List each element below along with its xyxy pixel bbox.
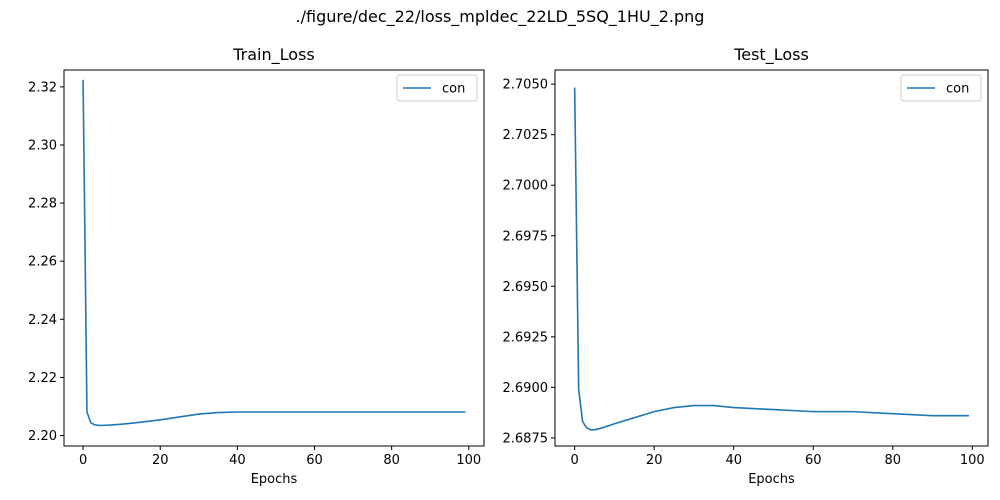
- train-loss-series-line-con: [82, 79, 466, 427]
- train-loss-ytick-label: 2.24: [28, 313, 57, 328]
- test-loss-ytick-label: 2.6875: [503, 431, 549, 446]
- test-loss-legend: con: [900, 74, 982, 102]
- test-loss-xtick-label: 100: [960, 453, 985, 468]
- train-loss-xtick-label: 60: [306, 453, 323, 468]
- train-loss-xtick-label: 100: [456, 453, 481, 468]
- train-loss-ytick-label: 2.28: [28, 197, 57, 212]
- train-loss-xtick-label: 20: [152, 453, 169, 468]
- test-loss-ytick-label: 2.7025: [503, 128, 549, 143]
- test-loss-ytick-label: 2.6975: [503, 229, 549, 244]
- train-loss-xtick-label: 0: [79, 453, 87, 468]
- test-loss-legend-box: [900, 74, 982, 102]
- train-loss-ytick-label: 2.30: [28, 138, 57, 153]
- train-loss-ytick-label: 2.32: [28, 80, 57, 95]
- test-loss-ytick-label: 2.7000: [503, 179, 549, 194]
- train-loss-xlabel: Epochs: [251, 472, 298, 487]
- test-loss-panel: Test_Loss 0 20 40 60 80 100 2.6875 2.6900 2.6925 2…: [503, 45, 989, 487]
- train-loss-xtick-label: 80: [383, 453, 400, 468]
- test-loss-ytick-label: 2.6925: [503, 330, 549, 345]
- test-loss-ytick-label: 2.6950: [503, 280, 549, 295]
- test-loss-axes-frame: [554, 69, 989, 447]
- train-loss-legend-box: [396, 74, 478, 102]
- train-loss-axes-frame: [63, 69, 485, 447]
- train-loss-xtick-label: 40: [229, 453, 246, 468]
- test-loss-xtick-label: 0: [571, 453, 579, 468]
- test-loss-ytick-label: 2.6900: [503, 381, 549, 396]
- train-loss-panel: Train_Loss 0 20 40 60 80 100 2.20 2.22 2.24 2.26 2.…: [28, 45, 485, 487]
- test-loss-xtick-label: 60: [805, 453, 822, 468]
- test-loss-series-line-con: [573, 87, 970, 431]
- test-loss-legend-label: con: [946, 82, 969, 97]
- train-loss-ytick-label: 2.26: [28, 255, 57, 270]
- test-loss-xtick-label: 40: [725, 453, 742, 468]
- train-loss-legend-label: con: [442, 82, 465, 97]
- train-loss-title: Train_Loss: [232, 45, 314, 65]
- test-loss-ytick-label: 2.7050: [503, 78, 549, 93]
- test-loss-xlabel: Epochs: [748, 472, 795, 487]
- test-loss-title: Test_Loss: [733, 45, 809, 65]
- train-loss-ytick-label: 2.22: [28, 371, 57, 386]
- train-loss-ytick-label: 2.20: [28, 429, 57, 444]
- test-loss-xtick-label: 80: [884, 453, 901, 468]
- figure-title: ./figure/dec_22/loss_mpldec_22LD_5SQ_1HU…: [295, 7, 705, 26]
- test-loss-xtick-label: 20: [646, 453, 663, 468]
- train-loss-legend: con: [396, 74, 478, 102]
